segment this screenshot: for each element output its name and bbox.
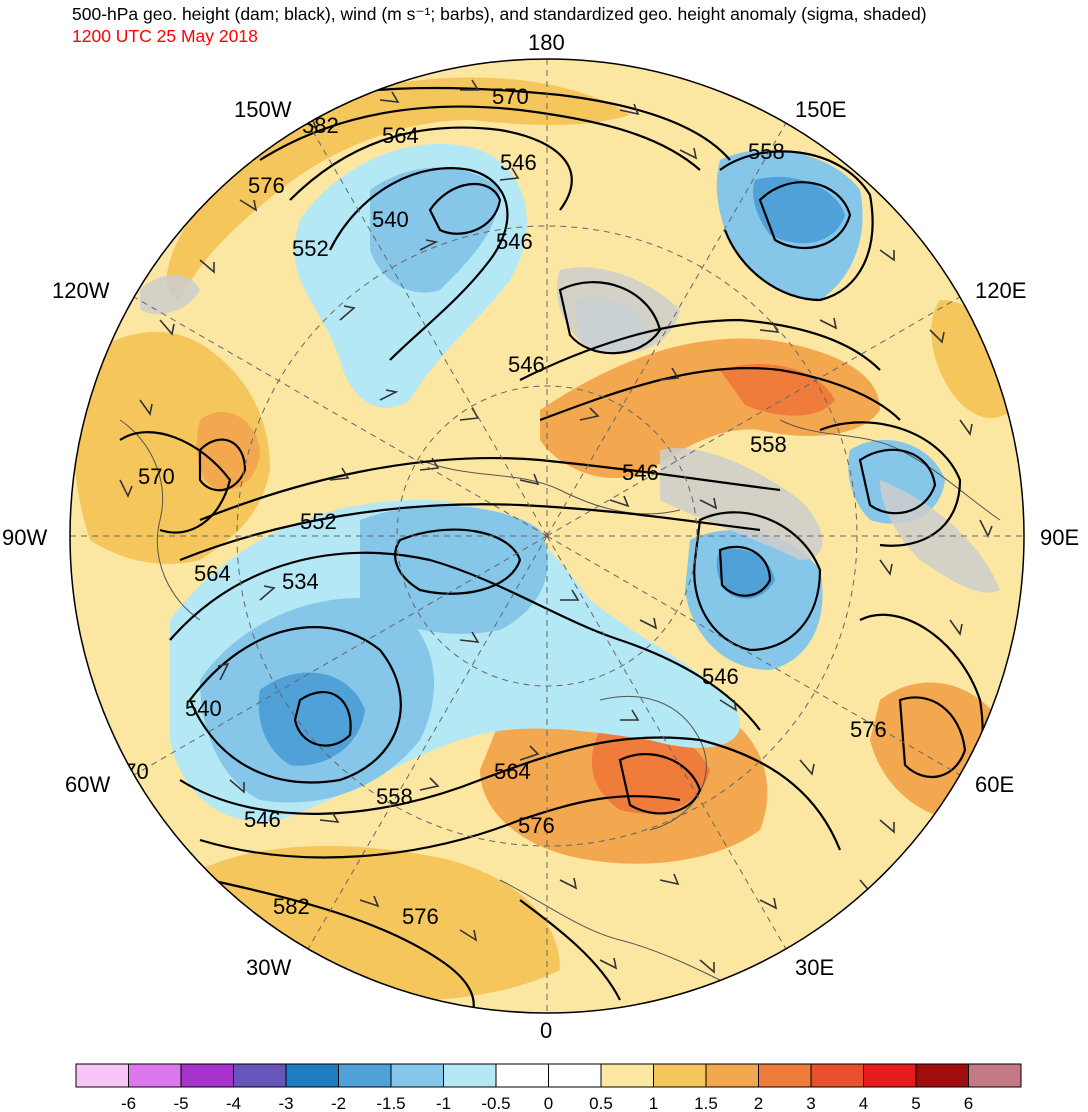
- colorbar-swatch: [75, 1063, 129, 1088]
- height-contours: [119, 86, 984, 1013]
- contour-label: 546: [244, 807, 281, 832]
- longitude-label: 180: [528, 30, 565, 55]
- contour-label: 570: [492, 84, 529, 109]
- contour-label: 570: [138, 464, 175, 489]
- colorbar-swatch: [338, 1063, 392, 1088]
- colorbar-tick-label: 2: [754, 1094, 763, 1112]
- colorbar-tick-label: -0.5: [481, 1094, 510, 1112]
- colorbar-tick-label: 3: [806, 1094, 815, 1112]
- colorbar-tick-label: -6: [121, 1094, 136, 1112]
- contour-label: 546: [702, 664, 739, 689]
- colorbar-swatch: [233, 1063, 287, 1088]
- colorbar-tick-label: -1.5: [376, 1094, 405, 1112]
- longitude-label: 120E: [975, 278, 1026, 303]
- contour-labels: 570 582 564 546 558 576 540 552 546 546 558 546 570 5…: [112, 84, 887, 929]
- colorbar-swatch: [443, 1063, 497, 1088]
- longitude-label: 90E: [1040, 525, 1079, 550]
- longitude-label: 120W: [52, 278, 110, 303]
- colorbar-tick-label: 1.5: [694, 1094, 718, 1112]
- longitude-label: 60W: [65, 772, 110, 797]
- colorbar-tick-label: -1: [436, 1094, 451, 1112]
- contour-label: 558: [748, 139, 785, 164]
- contour-label: 552: [300, 509, 337, 534]
- longitude-label: 30E: [795, 955, 834, 980]
- longitude-label: 0: [540, 1018, 552, 1043]
- colorbar-swatch: [810, 1063, 864, 1088]
- longitude-label: 150W: [234, 97, 292, 122]
- contour-label: 576: [850, 717, 887, 742]
- colorbar: -6 -5 -4 -3 -2 -1.5 -1 -0.5 0 0.5 1 1.5 2 3 4 5 6: [75, 1063, 1022, 1112]
- contour-label: 564: [494, 759, 531, 784]
- colorbar-tick-label: -3: [278, 1094, 293, 1112]
- colorbar-swatch: [863, 1063, 917, 1088]
- colorbar-tick-label: 4: [859, 1094, 868, 1112]
- longitude-label: 60E: [975, 772, 1014, 797]
- colorbar-swatch: [548, 1063, 602, 1088]
- colorbar-swatch: [128, 1063, 182, 1088]
- contour-label: 570: [112, 759, 149, 784]
- colorbar-swatch: [600, 1063, 654, 1088]
- contour-label: 540: [185, 696, 222, 721]
- valid-time: 1200 UTC 25 May 2018: [72, 26, 258, 46]
- contour-label: 564: [382, 123, 419, 148]
- colorbar-tick-label: 1: [649, 1094, 658, 1112]
- contour-label: 540: [372, 207, 409, 232]
- contour-label: 552: [292, 236, 329, 261]
- colorbar-swatch: [495, 1063, 549, 1088]
- colorbar-tick-label: 0: [544, 1094, 553, 1112]
- wind-barbs: [119, 79, 993, 974]
- colorbar-tick-label: 5: [911, 1094, 920, 1112]
- contour-label: 564: [194, 561, 231, 586]
- contour-label: 546: [496, 229, 533, 254]
- contour-label: 546: [622, 460, 659, 485]
- contour-label: 558: [376, 784, 413, 809]
- contour-label: 558: [750, 432, 787, 457]
- colorbar-swatch: [180, 1063, 234, 1088]
- graticule: [70, 59, 1024, 1013]
- contour-label: 576: [518, 813, 555, 838]
- contour-label: 582: [273, 894, 310, 919]
- contour-label: 576: [402, 904, 439, 929]
- colorbar-swatch: [705, 1063, 759, 1088]
- colorbar-swatch: [285, 1063, 339, 1088]
- colorbar-swatch: [968, 1063, 1022, 1088]
- colorbar-tick-label: -5: [173, 1094, 188, 1112]
- colorbar-tick-label: -2: [331, 1094, 346, 1112]
- colorbar-swatch: [653, 1063, 707, 1088]
- map-disc: 570 582 564 546 558 576 540 552 546 546 558 546 570 5…: [70, 59, 1024, 1013]
- colorbar-swatch: [390, 1063, 444, 1088]
- colorbar-tick-label: 0.5: [589, 1094, 613, 1112]
- longitude-label: 90W: [2, 525, 47, 550]
- contour-label: 576: [248, 173, 285, 198]
- contour-label: 546: [500, 150, 537, 175]
- colorbar-tick-label: 6: [964, 1094, 973, 1112]
- contour-label: 534: [282, 569, 319, 594]
- map-title: 500-hPa geo. height (dam; black), wind (…: [72, 4, 927, 24]
- map-border: [69, 58, 1025, 1014]
- colorbar-tick-label: -4: [226, 1094, 241, 1112]
- longitude-label: 30W: [246, 955, 291, 980]
- contour-label: 546: [508, 352, 545, 377]
- longitude-label: 150E: [795, 97, 846, 122]
- longitude-labels: 180 150E 120E 90E 60E 30E 0 30W 60W 90W 120W 150W: [2, 30, 1079, 1043]
- colorbar-swatch: [915, 1063, 969, 1088]
- colorbar-swatch: [758, 1063, 812, 1088]
